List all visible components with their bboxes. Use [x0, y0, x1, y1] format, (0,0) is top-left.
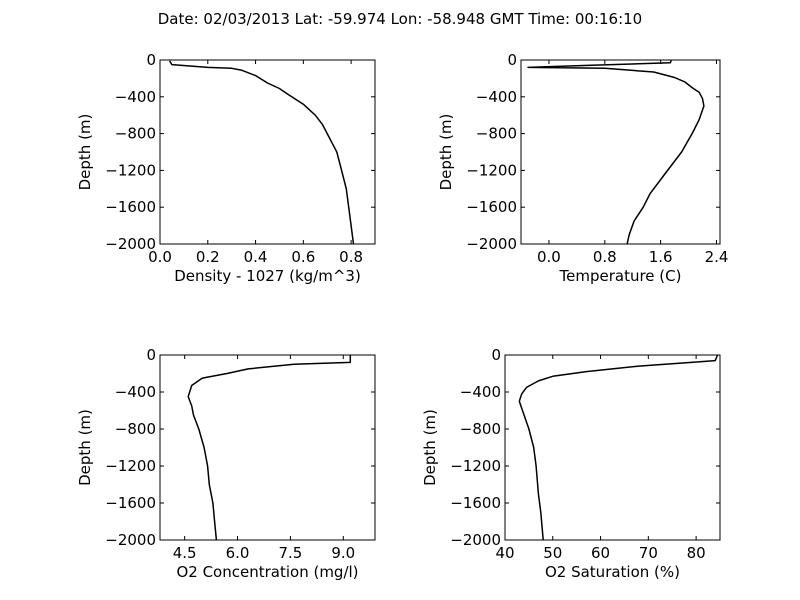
o2-concentration-ytick-label: −1200	[105, 457, 156, 475]
density-ytick-label: −400	[115, 88, 156, 106]
density-xtick-label: 0.8	[339, 248, 363, 266]
density-xtick-label: 0.4	[244, 248, 268, 266]
temperature-xtick-label: 0.8	[593, 248, 617, 266]
o2-saturation-xtick-label: 70	[639, 544, 658, 562]
temperature-axes-frame	[520, 59, 721, 245]
temperature-xtick-label: 2.4	[705, 248, 729, 266]
o2-concentration-xtick-label: 6.0	[226, 544, 250, 562]
o2-saturation-series-line	[518, 354, 719, 541]
figure-title: Date: 02/03/2013 Lat: -59.974 Lon: -58.9…	[158, 10, 642, 28]
density-ylabel: Depth (m)	[76, 114, 94, 191]
o2-saturation-ylabel: Depth (m)	[421, 409, 439, 486]
o2-concentration-ylabel: Depth (m)	[76, 409, 94, 486]
o2-saturation-ytick-label: −1600	[450, 494, 501, 512]
o2-saturation-xtick-label: 40	[495, 544, 514, 562]
density-xlabel: Density - 1027 (kg/m^3)	[174, 267, 361, 285]
subplot-density: 0.0 0.2 0.4 0.6 0.80−400−800−1200−1600−2000 …	[76, 51, 376, 285]
o2-concentration-ytick-label: −400	[115, 383, 156, 401]
temperature-xlabel: Temperature (C)	[559, 267, 682, 285]
o2-concentration-axes-frame	[159, 354, 376, 541]
o2-concentration-xtick-label: 4.5	[173, 544, 197, 562]
o2-concentration-ytick-label: −2000	[105, 531, 156, 549]
density-plot-area: 0.0 0.2 0.4 0.6 0.8 0 −400 −800 −1200 −1600 −2000	[105, 51, 376, 266]
subplot-temperature: 0.0 0.8 1.6 2.4 0 −400 −800 −1200 −1600 −2000 Tem…	[437, 51, 728, 285]
density-ytick-label: −2000	[105, 235, 156, 253]
temperature-ytick-label: −1200	[466, 161, 517, 179]
o2-saturation-axes-frame	[504, 354, 721, 541]
o2-concentration-xtick-label: 9.0	[331, 544, 355, 562]
o2-saturation-ytick-label: −2000	[450, 531, 501, 549]
density-ytick-label: −1200	[105, 161, 156, 179]
density-axes-frame	[159, 59, 376, 245]
temperature-xtick-label: 0.0	[537, 248, 561, 266]
o2-saturation-plot-area: 40 50 60 70 80 0 −400 −800 −1200 −1600 −2000	[450, 346, 721, 562]
density-ytick-label: 0	[146, 51, 156, 69]
o2-saturation-ytick-label: 0	[491, 346, 501, 364]
temperature-ytick-label: −800	[476, 125, 517, 143]
o2-concentration-xlabel: O2 Concentration (mg/l)	[176, 563, 358, 581]
density-xtick-label: 0.2	[196, 248, 220, 266]
o2-saturation-ytick-label: −400	[460, 383, 501, 401]
o2-concentration-ytick-label: 0	[146, 346, 156, 364]
o2-concentration-plot-area: 4.5 6.0 7.5 9.0 0 −400 −800 −1200 −1600 −2000	[105, 346, 376, 562]
temperature-ytick-label: −2000	[466, 235, 517, 253]
o2-saturation-xtick-label: 60	[591, 544, 610, 562]
o2-concentration-xtick-label: 7.5	[278, 544, 302, 562]
temperature-plot-area: 0.0 0.8 1.6 2.4 0 −400 −800 −1200 −1600 −2000	[466, 51, 728, 266]
o2-concentration-ytick-label: −1600	[105, 494, 156, 512]
temperature-ytick-label: −400	[476, 88, 517, 106]
density-xtick-label: 0.6	[291, 248, 315, 266]
density-series-line	[168, 60, 355, 245]
o2-concentration-series-line	[187, 355, 352, 541]
temperature-ytick-label: −1600	[466, 198, 517, 216]
density-ytick-label: −1600	[105, 198, 156, 216]
o2-saturation-xtick-label: 50	[543, 544, 562, 562]
subplot-o2-saturation: 40 50 60 70 80 0 −400 −800 −1200 −1600 −2000 O2 Sa…	[421, 346, 721, 581]
density-xtick-label: 0.0	[148, 248, 172, 266]
o2-concentration-ytick-label: −800	[115, 420, 156, 438]
subplot-o2-concentration: 4.5 6.0 7.5 9.0 0 −400 −800 −1200 −1600 −2000 O2 …	[76, 346, 376, 581]
density-ytick-label: −800	[115, 125, 156, 143]
o2-saturation-ytick-label: −1200	[450, 457, 501, 475]
o2-saturation-xlabel: O2 Saturation (%)	[545, 563, 680, 581]
temperature-xtick-label: 1.6	[649, 248, 673, 266]
temperature-series-line	[527, 60, 705, 245]
o2-saturation-xtick-label: 80	[687, 544, 706, 562]
o2-saturation-ytick-label: −800	[460, 420, 501, 438]
temperature-ytick-label: 0	[507, 51, 517, 69]
temperature-ylabel: Depth (m)	[437, 114, 455, 191]
